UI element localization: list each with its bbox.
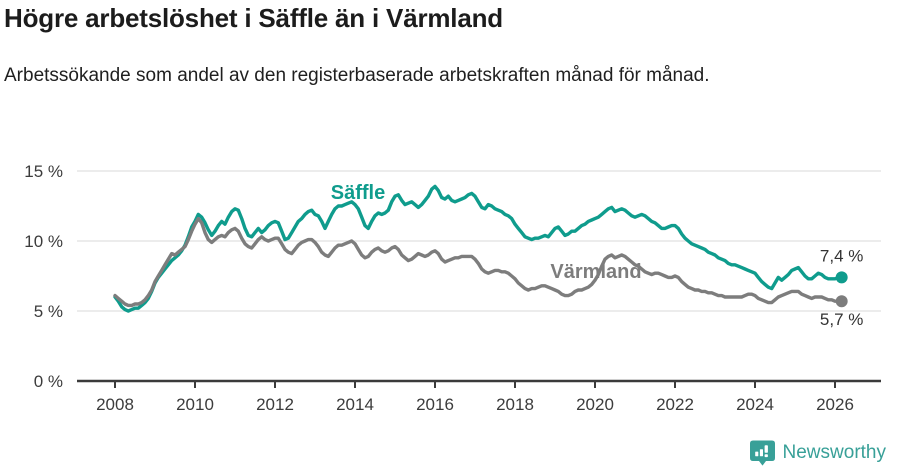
y-tick-label: 10 % [24, 232, 63, 251]
x-tick-label: 2020 [576, 395, 614, 414]
x-tick-label: 2012 [256, 395, 294, 414]
y-tick-label: 0 % [34, 372, 63, 391]
x-tick-label: 2018 [496, 395, 534, 414]
unemployment-line-chart: 0 % 5 % 10 % 15 % 2008 2010 2012 2014 2016 2018 20… [24, 162, 881, 414]
x-tick-label: 2016 [416, 395, 454, 414]
x-tick-label: 2026 [816, 395, 854, 414]
x-tick-label: 2024 [736, 395, 774, 414]
x-tick-label: 2014 [336, 395, 374, 414]
series-end-value-varmland: 5,7 % [820, 310, 863, 329]
y-tick-label: 5 % [34, 302, 63, 321]
series-end-dot-saffle [835, 271, 848, 284]
series-end-value-saffle: 7,4 % [820, 246, 863, 265]
brand-footer: Newsworthy [749, 438, 886, 468]
x-tick-label: 2008 [96, 395, 134, 414]
series-line-varmland [113, 216, 844, 308]
series-end-dot-varmland [835, 295, 848, 308]
series-label-varmland: Värmland [550, 261, 641, 283]
x-tick-label: 2010 [176, 395, 214, 414]
brand-name: Newsworthy [782, 442, 886, 463]
series-line-saffle [113, 184, 844, 313]
y-tick-label: 15 % [24, 162, 63, 181]
x-tick-label: 2022 [656, 395, 694, 414]
newsworthy-logo-icon [749, 439, 776, 468]
series-label-saffle: Säffle [331, 182, 385, 204]
page-title: Högre arbetslöshet i Säffle än i Värmlan… [4, 3, 503, 33]
chart-subtitle: Arbetssökande som andel av den registerb… [4, 65, 710, 86]
